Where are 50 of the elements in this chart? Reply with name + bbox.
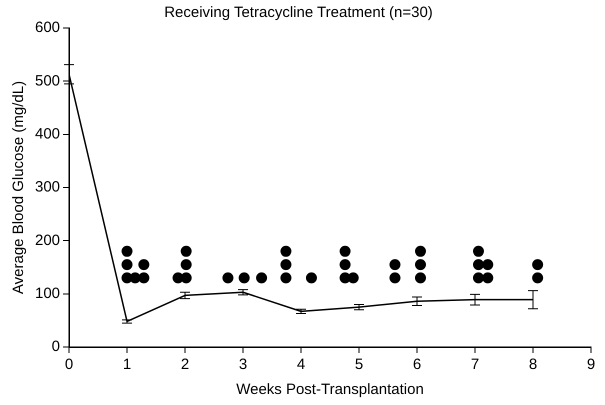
point xyxy=(280,272,292,284)
point xyxy=(340,246,351,257)
point xyxy=(340,259,351,270)
x-tick-label: 8 xyxy=(528,356,538,374)
point xyxy=(414,259,426,270)
point xyxy=(389,259,400,270)
point xyxy=(280,246,292,257)
point xyxy=(180,246,192,257)
point xyxy=(180,272,192,284)
y-tick-label: 300 xyxy=(34,178,60,196)
x-tick-label: 1 xyxy=(122,356,132,374)
x-axis-title: Weeks Post-Transplantation xyxy=(236,381,424,398)
point xyxy=(222,272,234,284)
point xyxy=(482,259,494,270)
point xyxy=(348,272,359,284)
point xyxy=(122,246,133,257)
x-tick-label: 0 xyxy=(64,356,74,374)
point xyxy=(482,272,494,284)
point xyxy=(130,272,141,284)
point xyxy=(122,259,133,270)
y-tick-label: 500 xyxy=(34,72,60,90)
point xyxy=(389,272,400,284)
x-tick-label: 3 xyxy=(238,356,248,374)
point xyxy=(238,272,250,284)
point xyxy=(138,259,150,270)
point xyxy=(472,259,484,270)
y-tick-label: 400 xyxy=(34,125,60,142)
x-tick-label: 4 xyxy=(296,356,306,374)
point xyxy=(472,246,484,257)
y-tick-label: 0 xyxy=(52,338,60,356)
point xyxy=(138,272,150,284)
point xyxy=(306,272,317,284)
y-tick-label: 600 xyxy=(34,19,60,36)
point xyxy=(532,259,544,270)
x-tick-label: 6 xyxy=(412,356,422,374)
point xyxy=(472,272,484,284)
x-tick-label: 9 xyxy=(586,356,596,374)
x-tick-label: 5 xyxy=(354,356,364,374)
point xyxy=(180,259,192,270)
point xyxy=(280,259,292,270)
y-tick-label: 100 xyxy=(34,284,60,302)
x-tick-label: 2 xyxy=(180,356,190,374)
point xyxy=(256,272,268,284)
y-axis-title: Average Blood Glucose (mg/dL) xyxy=(10,80,28,294)
chart-title: Receiving Tetracycline Treatment (n=30) xyxy=(164,4,433,22)
point xyxy=(414,246,426,257)
x-tick-label: 7 xyxy=(470,356,480,374)
y-tick-label: 200 xyxy=(34,232,60,249)
point xyxy=(414,272,426,284)
point xyxy=(532,272,544,284)
